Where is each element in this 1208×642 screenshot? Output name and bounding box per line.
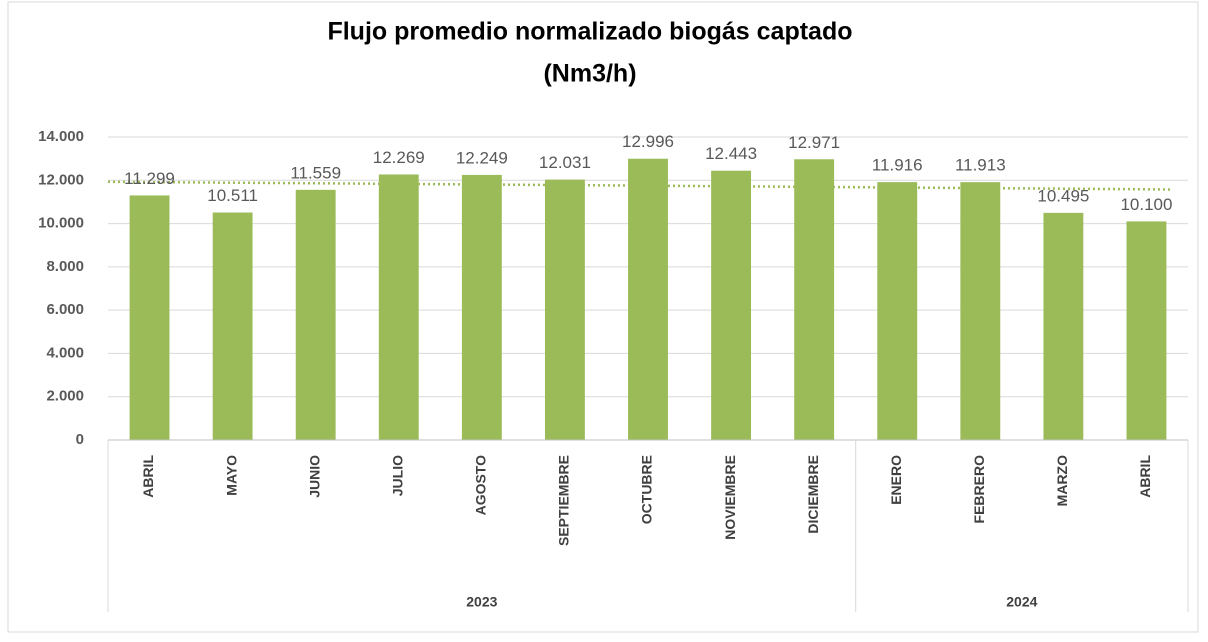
x-tick-label: AGOSTO: [473, 455, 489, 516]
data-label: 11.299: [124, 169, 175, 188]
bar: [129, 195, 170, 440]
data-label: 12.249: [456, 148, 508, 167]
group-label: 2023: [466, 594, 497, 610]
bar: [794, 159, 835, 440]
bar: [711, 170, 752, 440]
chart-subtitle: (Nm3/h): [543, 60, 636, 88]
bar: [378, 174, 419, 440]
x-tick-label: JULIO: [389, 455, 405, 496]
x-tick-label: SEPTIEMBRE: [556, 455, 572, 546]
bar: [1126, 221, 1167, 440]
x-tick-label: ABRIL: [1137, 455, 1153, 498]
bar: [544, 179, 585, 440]
x-tick-label: JUNIO: [306, 455, 322, 498]
bar: [960, 182, 1001, 440]
data-label: 12.269: [373, 148, 425, 167]
chart-title: Flujo promedio normalizado biogás captad…: [327, 18, 852, 46]
bar: [212, 212, 253, 440]
bar: [877, 182, 918, 441]
y-tick-label: 4.000: [46, 344, 84, 361]
bar: [1043, 212, 1084, 440]
y-tick-label: 2.000: [46, 388, 84, 405]
data-label: 11.559: [290, 163, 341, 182]
bar: [461, 174, 502, 440]
y-tick-label: 12.000: [38, 171, 84, 188]
x-tick-label: ABRIL: [140, 455, 156, 498]
y-tick-label: 6.000: [46, 301, 84, 318]
x-tick-label: DICIEMBRE: [805, 455, 821, 534]
data-label: 11.913: [955, 156, 1006, 175]
y-tick-label: 14.000: [38, 128, 84, 145]
y-tick-label: 10.000: [38, 215, 84, 232]
bar: [295, 189, 336, 440]
data-label: 12.996: [622, 132, 674, 151]
x-tick-label: OCTUBRE: [639, 455, 655, 524]
y-tick-label: 0: [76, 431, 84, 448]
data-label: 12.443: [705, 144, 757, 163]
data-label: 10.100: [1120, 195, 1172, 214]
bar: [628, 158, 668, 440]
data-label: 10.511: [207, 186, 258, 205]
data-label: 12.031: [539, 153, 591, 172]
data-label: 12.971: [788, 133, 840, 152]
x-tick-label: MARZO: [1054, 455, 1070, 506]
chart-border: [7, 1, 1199, 633]
data-label: 10.495: [1037, 186, 1089, 205]
x-tick-label: FEBRERO: [971, 455, 987, 524]
y-tick-label: 8.000: [46, 258, 84, 275]
x-tick-label: NOVIEMBRE: [722, 455, 738, 540]
group-label: 2024: [1006, 594, 1037, 610]
x-tick-label: MAYO: [223, 455, 239, 496]
x-tick-label: ENERO: [888, 455, 904, 505]
data-label: 11.916: [872, 156, 923, 175]
trendline: [107, 180, 1172, 191]
